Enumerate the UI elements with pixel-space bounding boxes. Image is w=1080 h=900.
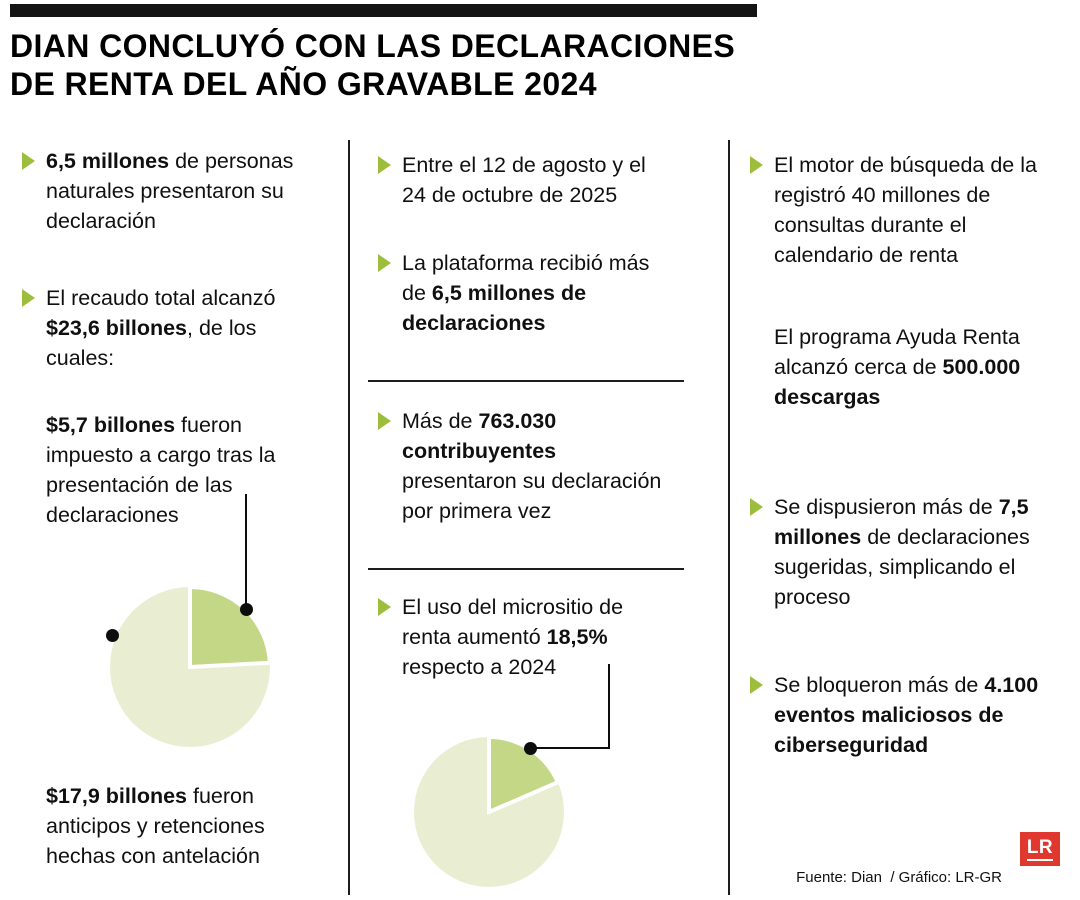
column-plataforma: Entre el 12 de agosto y el 24 de octubre… (368, 142, 698, 900)
column-divider-1 (348, 140, 350, 895)
fact-text: Se bloqueron más de 4.100 eventos malici… (774, 673, 1039, 757)
fact-recaudo-total: El recaudo total alcanzó $23,6 billones,… (22, 283, 304, 373)
callout-dot-anticipos (106, 629, 119, 642)
lr-logo: LR (1020, 832, 1060, 866)
fact-personas-naturales: 6,5 millones de personas naturales prese… (22, 146, 304, 236)
bullet-arrow-icon (22, 289, 35, 307)
fact-text: El programa Ayuda Renta alcanzó cerca de… (774, 325, 1021, 409)
fact-text: El uso del micrositio de renta aumentó 1… (402, 595, 624, 679)
column-servicios: El motor de búsqueda de la registró 40 m… (750, 142, 1062, 900)
fact-text: El motor de búsqueda de la registró 40 m… (774, 153, 1037, 267)
bullet-arrow-icon (750, 156, 763, 174)
callout-line-micrositio-horizontal (536, 747, 610, 749)
callout-line-micrositio-vertical (608, 664, 610, 749)
fact-anticipos-retenciones: $17,9 billones fueron anticipos y retenc… (22, 781, 304, 871)
bullet-arrow-icon (750, 498, 763, 516)
fact-motor-busqueda: El motor de búsqueda de la registró 40 m… (750, 150, 1044, 270)
callout-dot-micrositio (524, 742, 537, 755)
fact-text: Se dispusieron más de 7,5 millones de de… (774, 495, 1030, 609)
section-divider (368, 568, 684, 570)
title-line-1: DIAN CONCLUYÓ CON LAS DECLARACIONES (10, 28, 736, 64)
bullet-arrow-icon (750, 676, 763, 694)
callout-dot-impuesto (240, 603, 253, 616)
fact-text: Entre el 12 de agosto y el 24 de octubre… (402, 153, 646, 207)
bullet-arrow-icon (378, 156, 391, 174)
fact-text: $5,7 billones fueron impuesto a cargo tr… (46, 413, 276, 527)
source-credit: Fuente: Dian / Gráfico: LR-GR (796, 869, 1002, 886)
fact-fechas-calendario: Entre el 12 de agosto y el 24 de octubre… (378, 150, 664, 210)
fact-impuesto-cargo: $5,7 billones fueron impuesto a cargo tr… (22, 410, 304, 530)
bullet-arrow-icon (378, 412, 391, 430)
fact-text: El recaudo total alcanzó $23,6 billones,… (46, 286, 276, 370)
fact-contribuyentes-primera-vez: Más de 763.030 contribuyentes presentaro… (378, 406, 664, 526)
bullet-arrow-icon (22, 152, 35, 170)
lr-logo-rule (1027, 858, 1053, 861)
fact-declaraciones-sugeridas: Se dispusieron más de 7,5 millones de de… (750, 492, 1044, 612)
section-divider (368, 380, 684, 382)
fact-text: La plataforma recibió más de 6,5 millone… (402, 251, 650, 335)
column-divider-2 (728, 140, 730, 895)
pie-slice-impuesto-cargo (188, 584, 272, 670)
fact-text: Más de 763.030 contribuyentes presentaro… (402, 409, 662, 523)
callout-line-impuesto (245, 494, 247, 610)
fact-ciberseguridad: Se bloqueron más de 4.100 eventos malici… (750, 670, 1044, 760)
pie-chart-micrositio (414, 734, 564, 887)
fact-ayuda-renta: El programa Ayuda Renta alcanzó cerca de… (750, 322, 1044, 412)
bullet-arrow-icon (378, 598, 391, 616)
top-accent-bar (10, 4, 757, 17)
pie-chart-recaudo (110, 584, 272, 747)
lr-logo-text: LR (1026, 836, 1054, 858)
page-title: DIAN CONCLUYÓ CON LAS DECLARACIONES DE R… (10, 27, 735, 103)
fact-micrositio-renta: El uso del micrositio de renta aumentó 1… (378, 592, 664, 682)
title-line-2: DE RENTA DEL AÑO GRAVABLE 2024 (10, 66, 597, 102)
fact-text: $17,9 billones fueron anticipos y retenc… (46, 784, 265, 868)
fact-text: 6,5 millones de personas naturales prese… (46, 149, 294, 233)
bullet-arrow-icon (378, 254, 391, 272)
column-declaraciones: 6,5 millones de personas naturales prese… (22, 142, 342, 900)
fact-plataforma-declaraciones: La plataforma recibió más de 6,5 millone… (378, 248, 664, 338)
